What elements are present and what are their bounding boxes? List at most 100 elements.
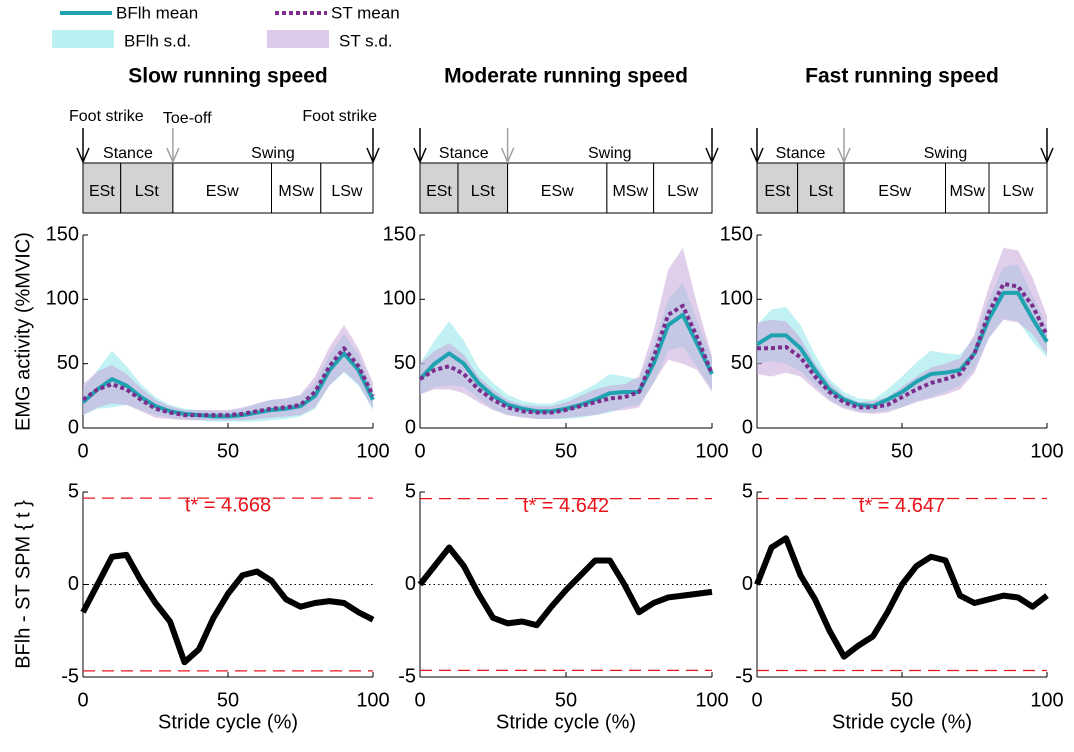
sd-band (420, 247, 712, 419)
x-tick-label: 50 (217, 689, 239, 711)
phase-box (419, 162, 459, 214)
legend-swatch (52, 30, 114, 48)
event-label: Foot strike (69, 108, 144, 125)
y-tick-label: 0 (405, 573, 416, 595)
y-tick-label: 0 (68, 573, 79, 595)
phase-label: ESt (764, 183, 790, 200)
arrow-head (500, 147, 515, 164)
chart-title: Slow running speed (128, 65, 328, 88)
x-tick-label: 50 (891, 689, 913, 711)
event-label: Foot strike (302, 108, 377, 125)
arrow-head (1040, 147, 1054, 164)
x-axis-label: Stride cycle (%) (496, 711, 636, 733)
y-tick-label: 0 (742, 573, 753, 595)
legend-label: ST s.d. (339, 31, 393, 50)
arrow-head (366, 147, 380, 164)
stance-label: Stance (776, 145, 826, 162)
phase-label: LSt (809, 183, 834, 200)
phase-box (653, 162, 713, 214)
series-line (757, 281, 1049, 410)
legend-label: BFlh mean (116, 3, 198, 22)
series-line (81, 346, 375, 418)
series-line (418, 303, 714, 415)
series-line (755, 290, 1049, 409)
swing-label: Swing (251, 145, 295, 162)
y-tick-label: 5 (742, 480, 753, 502)
phase-box (172, 162, 272, 214)
series-line (418, 312, 714, 414)
x-axis-label: Stride cycle (%) (158, 711, 298, 733)
sd-band (757, 247, 1047, 414)
y-tick-label: 50 (731, 352, 753, 374)
phase-box (945, 162, 990, 214)
legend-label: BFlh s.d. (124, 31, 191, 50)
x-tick-label: 100 (356, 689, 389, 711)
arrow-head (76, 147, 90, 164)
phase-label: LSw (667, 183, 699, 200)
phase-label: LSw (1002, 183, 1034, 200)
x-tick-label: 0 (77, 689, 88, 711)
arrow-head (166, 147, 180, 164)
x-tick-label: 100 (1030, 689, 1063, 711)
x-tick-label: 50 (555, 440, 577, 462)
phase-box (988, 162, 1048, 214)
y-tick-label: 0 (68, 416, 79, 438)
x-tick-label: 100 (695, 440, 728, 462)
phase-box (120, 162, 174, 214)
stance-label: Stance (439, 145, 489, 162)
phase-label: LSt (471, 183, 496, 200)
arrow-head (413, 147, 427, 164)
arrow-head (705, 147, 719, 164)
y-tick-label: 100 (720, 288, 753, 310)
x-tick-label: 0 (751, 440, 762, 462)
phase-label: MSw (278, 183, 314, 200)
y-tick-label: 0 (742, 416, 753, 438)
chart-title: Fast running speed (805, 65, 999, 88)
threshold-label: t* = 4.647 (859, 495, 945, 517)
phase-label: ESt (426, 183, 452, 200)
phase-box (797, 162, 845, 214)
x-tick-label: 50 (217, 440, 239, 462)
swing-label: Swing (588, 145, 632, 162)
y-tick-label: 50 (394, 352, 416, 374)
x-tick-label: 0 (751, 689, 762, 711)
threshold-label: t* = 4.668 (185, 494, 271, 516)
chart-title: Moderate running speed (444, 65, 688, 88)
phase-box (843, 162, 946, 214)
x-axis-label: Stride cycle (%) (832, 711, 972, 733)
series-line (754, 535, 1049, 660)
phase-label: ESw (541, 183, 574, 200)
phase-box (507, 162, 608, 214)
y-tick-label: 5 (68, 480, 79, 502)
phase-label: LSt (135, 183, 160, 200)
x-tick-label: 50 (891, 440, 913, 462)
threshold-label: t* = 4.642 (523, 495, 609, 517)
y-tick-label: -5 (61, 665, 79, 687)
series-line (417, 544, 713, 629)
y-tick-label: 150 (46, 223, 79, 245)
series-line (80, 551, 375, 666)
legend-label: ST mean (331, 3, 400, 22)
y-tick-label: 150 (720, 223, 753, 245)
y-tick-label: 100 (46, 288, 79, 310)
y-tick-label: -5 (735, 665, 753, 687)
stance-label: Stance (103, 145, 153, 162)
phase-label: ESt (89, 183, 115, 200)
phase-label: MSw (949, 183, 985, 200)
phase-box (756, 162, 799, 214)
event-label: Toe-off (163, 110, 212, 127)
x-tick-label: 0 (414, 440, 425, 462)
y-tick-label: 5 (405, 480, 416, 502)
y-tick-label: 100 (383, 288, 416, 310)
y-axis-label: EMG activity (%MVIC) (12, 232, 34, 431)
x-tick-label: 0 (414, 689, 425, 711)
phase-label: MSw (612, 183, 648, 200)
swing-label: Swing (924, 145, 968, 162)
y-tick-label: 150 (383, 223, 416, 245)
phase-label: LSw (331, 183, 363, 200)
y-axis-label: BFlh - ST SPM { t } (12, 500, 34, 669)
x-tick-label: 0 (77, 440, 88, 462)
legend-swatch (267, 30, 329, 48)
arrow-head (837, 147, 851, 164)
